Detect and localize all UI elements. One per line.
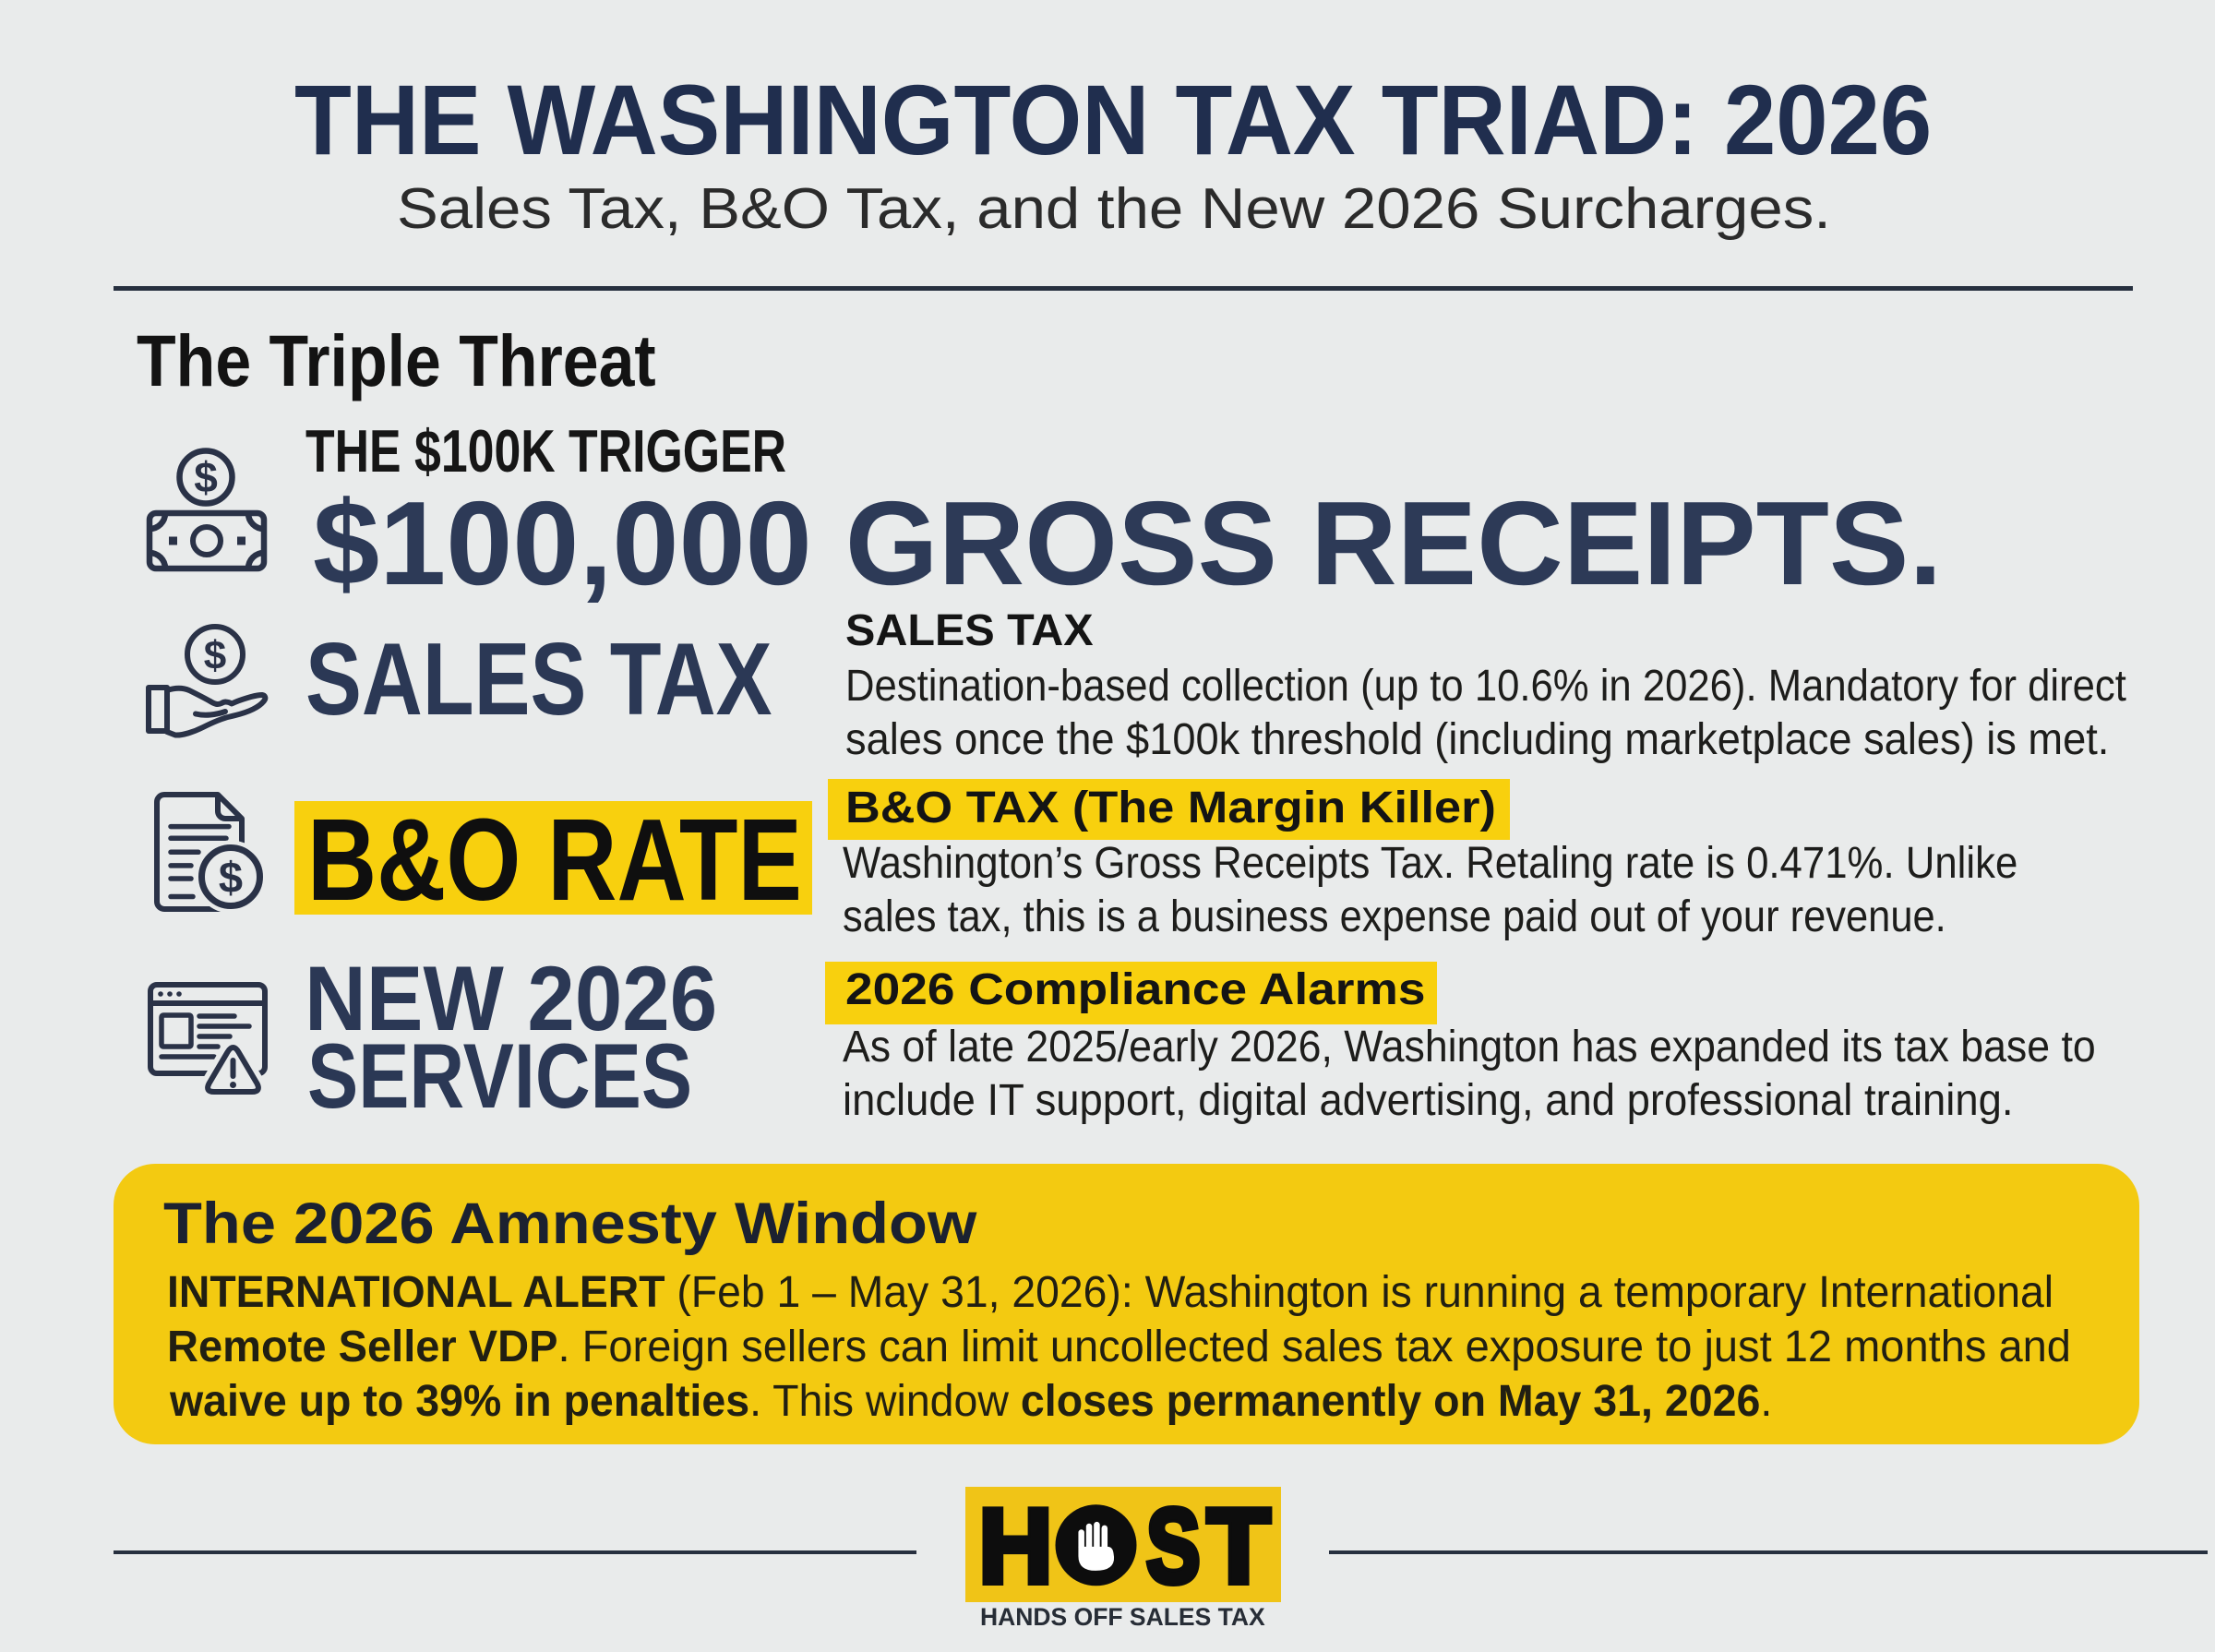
- svg-text:$: $: [204, 633, 226, 678]
- svg-text:T: T: [1207, 1487, 1270, 1604]
- svg-text:$: $: [219, 853, 243, 902]
- svg-text:$: $: [194, 453, 218, 501]
- svg-text:H: H: [979, 1487, 1053, 1605]
- svg-text:S: S: [1146, 1487, 1201, 1605]
